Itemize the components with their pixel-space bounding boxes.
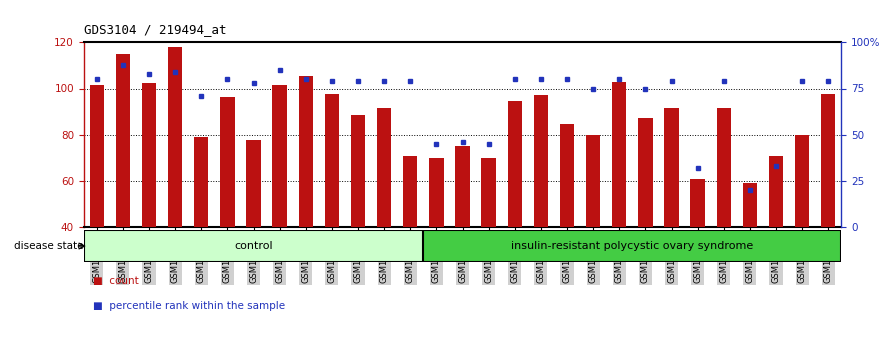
Bar	[90, 85, 104, 227]
Bar	[481, 158, 496, 227]
Text: disease state: disease state	[14, 241, 84, 251]
Bar	[325, 94, 339, 227]
Bar	[429, 158, 443, 227]
Bar	[220, 97, 234, 227]
Bar	[612, 81, 626, 227]
Bar	[534, 96, 548, 227]
Bar	[424, 230, 841, 262]
Bar	[691, 179, 705, 227]
Bar	[769, 156, 783, 227]
Bar	[299, 76, 313, 227]
Bar	[455, 146, 470, 227]
Bar	[664, 108, 678, 227]
Bar	[743, 183, 757, 227]
Text: ■  count: ■ count	[93, 276, 138, 286]
Bar	[142, 83, 156, 227]
Bar	[507, 101, 522, 227]
Bar	[194, 137, 209, 227]
Bar	[403, 156, 418, 227]
Bar	[586, 135, 600, 227]
Text: ■  percentile rank within the sample: ■ percentile rank within the sample	[93, 301, 285, 311]
Bar	[272, 85, 287, 227]
Bar	[351, 115, 366, 227]
Text: insulin-resistant polycystic ovary syndrome: insulin-resistant polycystic ovary syndr…	[511, 241, 753, 251]
Bar	[559, 124, 574, 227]
Bar	[115, 54, 130, 227]
Bar	[638, 118, 653, 227]
Bar	[716, 108, 731, 227]
Text: GDS3104 / 219494_at: GDS3104 / 219494_at	[84, 23, 226, 36]
Bar	[84, 230, 424, 262]
Bar	[795, 135, 810, 227]
Bar	[377, 108, 391, 227]
Bar	[247, 140, 261, 227]
Bar	[821, 94, 835, 227]
Text: control: control	[234, 241, 273, 251]
Bar	[168, 47, 182, 227]
